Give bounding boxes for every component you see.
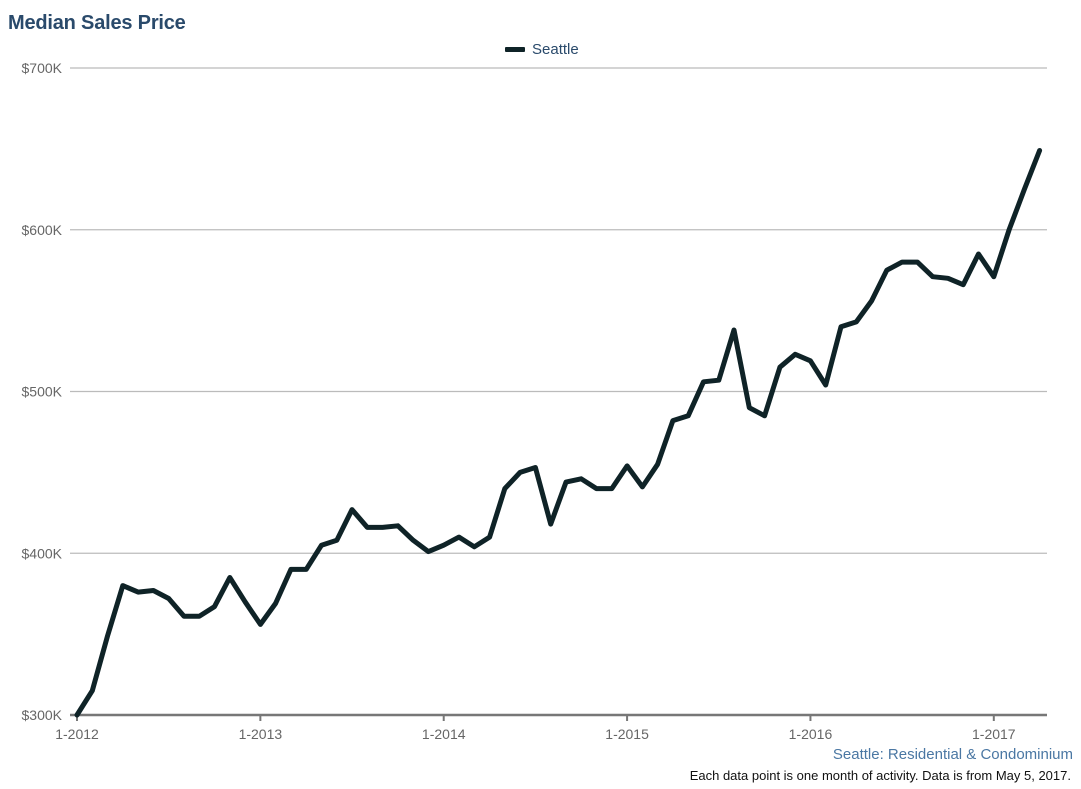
- y-axis-labels: $300K $400K $500K $600K $700K: [22, 60, 63, 723]
- chart-title: Median Sales Price: [8, 12, 186, 34]
- y-tick-label: $500K: [22, 384, 63, 400]
- x-tick-label: 1-2012: [55, 726, 99, 742]
- y-tick-label: $300K: [22, 707, 63, 723]
- legend-label-seattle: Seattle: [532, 41, 579, 58]
- x-tick-label: 1-2017: [972, 726, 1016, 742]
- footnote: Each data point is one month of activity…: [689, 768, 1071, 783]
- x-tick-label: 1-2015: [605, 726, 649, 742]
- series-line-seattle: [74, 148, 1043, 718]
- source-label: Seattle: Residential & Condominium: [832, 746, 1073, 763]
- gridlines: [70, 67, 1047, 554]
- legend: Seattle: [505, 41, 579, 58]
- x-axis: 1-2012 1-2013 1-2014 1-2015 1-2016 1-2017: [55, 713, 1047, 742]
- y-tick-label: $600K: [22, 222, 63, 238]
- legend-swatch-seattle: [505, 47, 525, 52]
- x-tick-label: 1-2014: [422, 726, 466, 742]
- x-tick-label: 1-2016: [789, 726, 833, 742]
- y-tick-label: $700K: [22, 60, 63, 76]
- y-tick-label: $400K: [22, 545, 63, 561]
- x-tick-label: 1-2013: [239, 726, 283, 742]
